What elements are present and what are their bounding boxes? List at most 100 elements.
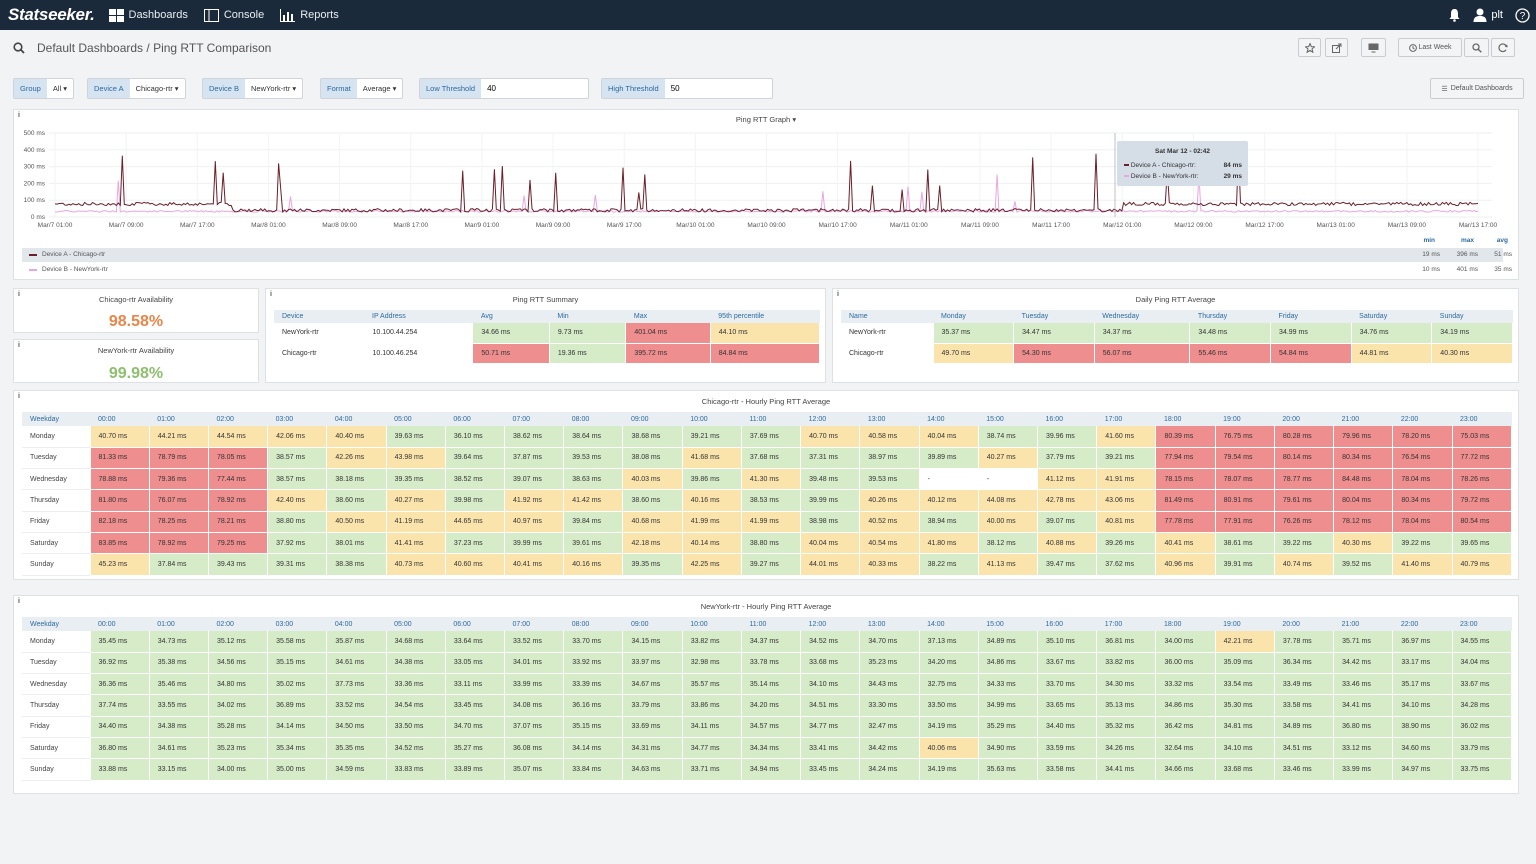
chicago-hourly-column-header[interactable]: 21:00 [1333,412,1393,426]
high-threshold-filter[interactable]: High Threshold [601,78,773,99]
chicago-hourly-column-header[interactable]: 06:00 [445,412,505,426]
statseeker-logo[interactable]: Statseeker. [8,5,95,24]
nav-dashboards[interactable]: Dashboards [108,8,188,22]
refresh-button[interactable] [1491,38,1515,57]
daily-column-header[interactable]: Sunday [1431,310,1513,323]
high-threshold-input[interactable] [664,79,765,98]
daily-column-header[interactable]: Tuesday [1013,310,1095,323]
newyork-hourly-column-header[interactable]: 15:00 [978,617,1038,631]
monitor-button[interactable] [1361,38,1386,57]
chicago-hourly-column-header[interactable]: 03:00 [267,412,327,426]
newyork-hourly-column-header[interactable]: 12:00 [800,617,860,631]
newyork-hourly-column-header[interactable]: 04:00 [326,617,387,631]
default-dashboards-button[interactable]: ☰ Default Dashboards [1430,78,1524,99]
newyork-hourly-column-header[interactable]: 00:00 [90,617,150,631]
bell-icon[interactable] [1448,8,1461,22]
newyork-hourly-column-header[interactable]: 09:00 [622,617,683,631]
zoom-button[interactable] [1464,38,1489,57]
daily-column-header[interactable]: Saturday [1351,310,1432,323]
chicago-hourly-column-header[interactable]: 16:00 [1037,412,1097,426]
newyork-hourly-column-header[interactable]: 11:00 [741,617,801,631]
newyork-hourly-column-header[interactable]: 07:00 [504,617,564,631]
summary-column-header[interactable]: 95th percentile [710,310,820,323]
low-threshold-input[interactable] [481,79,582,98]
newyork-hourly-column-header[interactable]: Weekday [22,617,90,631]
newyork-hourly-column-header[interactable]: 03:00 [267,617,327,631]
newyork-hourly-column-header[interactable]: 13:00 [859,617,920,631]
daily-column-header[interactable]: Friday [1270,310,1352,323]
nav-console[interactable]: Console [203,8,264,22]
newyork-hourly-column-header[interactable]: 01:00 [149,617,209,631]
summary-column-header[interactable]: Device [274,310,364,323]
chicago-hourly-column-header[interactable]: 09:00 [622,412,683,426]
device-b-filter[interactable]: Device B NewYork-rtr ▾ [202,78,304,99]
newyork-hourly-column-header[interactable]: 22:00 [1392,617,1453,631]
info-icon[interactable]: i [18,598,20,605]
newyork-hourly-column-header[interactable]: 05:00 [386,617,446,631]
format-select[interactable]: Average ▾ [362,84,397,93]
newyork-hourly-column-header[interactable]: 10:00 [682,617,742,631]
summary-column-header[interactable]: Max [625,310,711,323]
favorite-button[interactable] [1298,38,1321,57]
info-icon[interactable]: i [18,291,20,298]
chicago-hourly-column-header[interactable]: 19:00 [1215,412,1275,426]
chicago-hourly-column-header[interactable]: 18:00 [1155,412,1216,426]
info-icon[interactable]: i [18,393,20,400]
help-icon[interactable]: ? [1515,7,1530,23]
newyork-hourly-column-header[interactable]: 17:00 [1096,617,1156,631]
daily-column-header[interactable]: Wednesday [1094,310,1190,323]
newyork-hourly-column-header[interactable]: 20:00 [1274,617,1334,631]
share-button[interactable] [1325,38,1348,57]
info-icon[interactable]: i [837,291,839,298]
newyork-hourly-column-header[interactable]: 21:00 [1333,617,1393,631]
chicago-hourly-column-header[interactable]: 15:00 [978,412,1038,426]
group-select[interactable]: All ▾ [52,84,68,93]
device-a-select[interactable]: Chicago-rtr ▾ [135,84,179,93]
chicago-hourly-column-header[interactable]: 22:00 [1392,412,1453,426]
chicago-hourly-column-header[interactable]: 04:00 [326,412,387,426]
chicago-hourly-column-header[interactable]: 12:00 [800,412,860,426]
newyork-hourly-column-header[interactable]: 08:00 [563,617,623,631]
device-a-filter[interactable]: Device A Chicago-rtr ▾ [87,78,186,99]
chicago-hourly-column-header[interactable]: 23:00 [1452,412,1512,426]
summary-column-header[interactable]: Avg [472,310,550,323]
info-icon[interactable]: i [18,342,20,349]
info-icon[interactable]: i [270,291,272,298]
summary-column-header[interactable]: Min [549,310,626,323]
legend-row-device-b[interactable]: Device B - NewYork-rtr 10 ms 401 ms 35 m… [22,263,1512,277]
chicago-hourly-column-header[interactable]: 17:00 [1096,412,1156,426]
legend-row-device-a[interactable]: Device A - Chicago-rtr 19 ms 396 ms 51 m… [22,248,1512,262]
graph-title[interactable]: Ping RTT Graph ▾ [735,115,797,124]
chicago-hourly-column-header[interactable]: 11:00 [741,412,801,426]
chicago-hourly-column-header[interactable]: 01:00 [149,412,209,426]
newyork-hourly-column-header[interactable]: 23:00 [1452,617,1512,631]
group-filter[interactable]: Group All ▾ [13,78,75,99]
newyork-hourly-column-header[interactable]: 06:00 [445,617,505,631]
newyork-hourly-column-header[interactable]: 16:00 [1037,617,1097,631]
chicago-hourly-column-header[interactable]: 20:00 [1274,412,1334,426]
daily-column-header[interactable]: Monday [933,310,1014,323]
daily-column-header[interactable]: Thursday [1189,310,1271,323]
daily-column-header[interactable]: Name [841,310,933,323]
chicago-hourly-column-header[interactable]: 13:00 [859,412,920,426]
device-b-select[interactable]: NewYork-rtr ▾ [251,84,297,93]
low-threshold-filter[interactable]: Low Threshold [419,78,589,99]
chicago-hourly-column-header[interactable]: 02:00 [208,412,268,426]
user-menu[interactable]: plt [1473,8,1503,22]
chicago-hourly-column-header[interactable]: 07:00 [504,412,564,426]
chicago-hourly-column-header[interactable]: 05:00 [386,412,446,426]
newyork-hourly-column-header[interactable]: 19:00 [1215,617,1275,631]
info-icon[interactable]: i [18,112,20,119]
chicago-hourly-column-header[interactable]: 08:00 [563,412,623,426]
chicago-hourly-column-header[interactable]: Weekday [22,412,90,426]
newyork-hourly-column-header[interactable]: 18:00 [1155,617,1216,631]
search-icon[interactable] [13,42,25,54]
newyork-hourly-column-header[interactable]: 02:00 [208,617,268,631]
chicago-hourly-column-header[interactable]: 00:00 [90,412,150,426]
newyork-hourly-column-header[interactable]: 14:00 [919,617,979,631]
time-range-button[interactable]: Last Week [1398,38,1462,57]
chicago-hourly-column-header[interactable]: 14:00 [919,412,979,426]
format-filter[interactable]: Format Average ▾ [320,78,404,99]
nav-reports[interactable]: Reports [280,8,339,22]
